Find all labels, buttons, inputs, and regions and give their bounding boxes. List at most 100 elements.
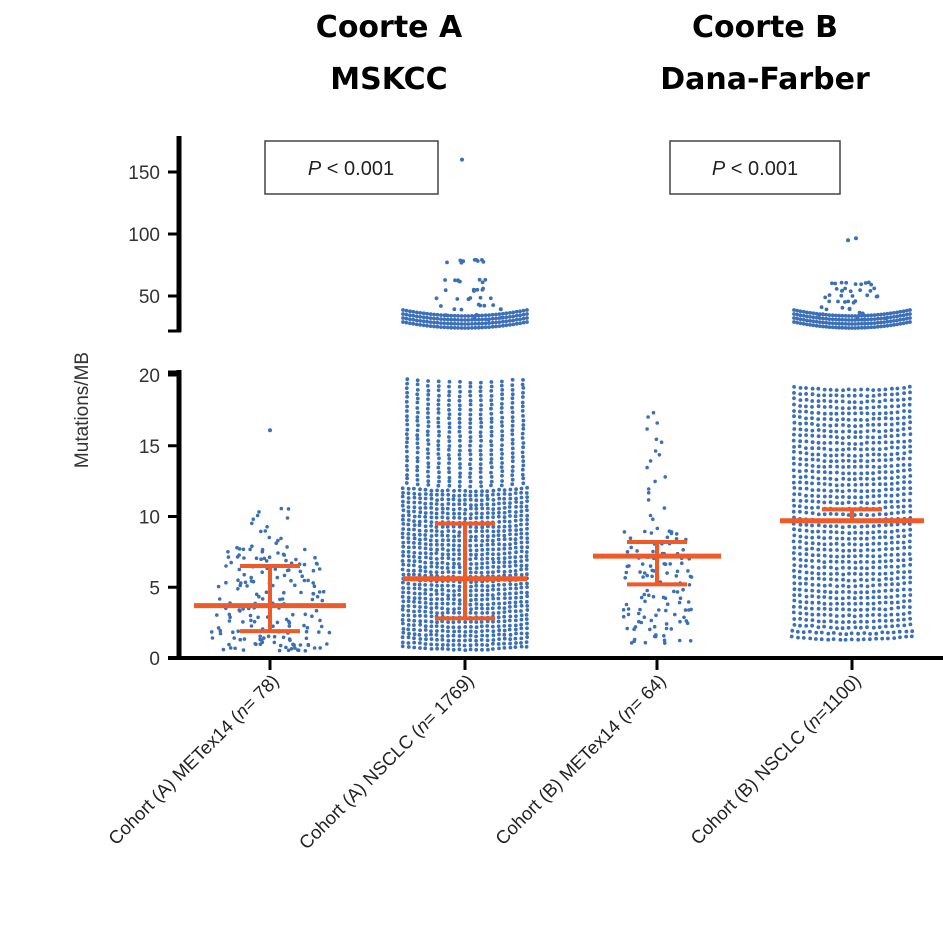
- point-cat1: [446, 643, 450, 647]
- point-cat3: [895, 398, 900, 402]
- point-cat3: [829, 577, 833, 582]
- point-cat1: [457, 570, 462, 575]
- point-cat3: [834, 614, 839, 618]
- point-cat3-upper: [805, 322, 809, 327]
- point-cat0: [249, 575, 253, 580]
- point-cat1: [429, 560, 434, 565]
- point-cat1: [491, 560, 496, 565]
- point-cat1: [446, 492, 451, 497]
- point-cat1: [458, 448, 462, 453]
- point-cat3-outlier: [868, 289, 873, 293]
- point-cat1: [457, 606, 462, 611]
- point-cat3-upper: [795, 316, 800, 321]
- point-cat1: [412, 559, 417, 564]
- point-cat1: [436, 407, 441, 411]
- point-cat1: [412, 640, 417, 645]
- point-cat3: [804, 594, 809, 599]
- point-cat3: [792, 420, 797, 425]
- point-cat1: [440, 533, 445, 538]
- point-cat1: [525, 522, 529, 526]
- point-cat1: [519, 600, 523, 604]
- point-cat1: [434, 605, 439, 610]
- point-cat1: [423, 646, 428, 651]
- point-cat1: [479, 543, 484, 548]
- point-cat3: [883, 523, 888, 527]
- point-cat1: [446, 634, 450, 638]
- point-cat2: [672, 589, 676, 594]
- point-cat1-upper: [463, 326, 467, 330]
- point-cat3: [816, 458, 821, 462]
- point-cat1: [457, 593, 462, 597]
- point-cat3: [908, 432, 913, 436]
- point-cat3: [853, 488, 857, 493]
- point-cat1: [412, 554, 416, 559]
- point-cat3: [791, 468, 796, 473]
- point-cat3: [828, 387, 833, 392]
- point-cat1: [500, 392, 504, 397]
- point-cat1-upper: [476, 325, 481, 330]
- point-cat1: [446, 570, 451, 574]
- point-cat1: [514, 487, 518, 492]
- point-cat3: [890, 404, 894, 409]
- point-cat1: [489, 420, 494, 424]
- point-cat1: [429, 624, 434, 629]
- point-cat2: [677, 638, 682, 643]
- point-cat1: [469, 562, 473, 566]
- point-cat1: [423, 537, 428, 541]
- point-cat3: [792, 486, 797, 490]
- point-cat1: [485, 638, 490, 643]
- point-cat1: [406, 635, 411, 640]
- point-cat1: [412, 509, 416, 514]
- point-cat1: [474, 602, 479, 606]
- point-cat1: [401, 627, 406, 631]
- point-cat3: [798, 404, 802, 408]
- point-cat3: [858, 476, 863, 481]
- point-cat0: [229, 560, 233, 565]
- point-cat1: [525, 545, 530, 550]
- point-cat3-upper: [866, 317, 870, 322]
- point-cat1: [457, 543, 462, 548]
- point-cat1-upper: [425, 311, 429, 316]
- point-cat1: [508, 492, 512, 497]
- point-cat3-upper: [892, 311, 896, 315]
- point-cat3: [871, 524, 876, 529]
- point-cat3: [804, 499, 809, 503]
- point-cat2: [642, 615, 647, 619]
- point-cat1: [519, 609, 523, 613]
- point-cat1: [404, 444, 409, 449]
- point-cat3: [878, 482, 882, 487]
- point-cat1: [462, 511, 467, 516]
- point-cat1-upper: [487, 321, 491, 325]
- point-cat2: [635, 549, 639, 553]
- point-cat1: [429, 542, 433, 547]
- point-cat1: [474, 638, 478, 643]
- point-cat1-upper: [459, 322, 464, 326]
- point-cat1-upper: [525, 320, 529, 324]
- point-cat2: [628, 536, 633, 540]
- point-cat3: [908, 390, 912, 395]
- point-cat1: [426, 420, 431, 424]
- point-cat1: [468, 629, 473, 634]
- point-cat3: [865, 501, 869, 506]
- point-cat3: [816, 529, 820, 534]
- point-cat1: [508, 487, 513, 492]
- point-cat1: [489, 470, 493, 475]
- point-cat3: [877, 470, 882, 474]
- point-cat1: [468, 462, 472, 467]
- point-cat1-upper: [439, 325, 443, 329]
- point-cat1: [510, 419, 515, 423]
- point-cat3: [810, 623, 814, 628]
- point-cat1: [485, 515, 490, 520]
- point-cat1: [502, 582, 507, 587]
- point-cat3: [874, 631, 879, 636]
- point-cat1: [468, 524, 473, 529]
- point-cat3: [889, 606, 894, 611]
- point-cat1: [519, 486, 524, 491]
- point-cat3: [871, 447, 875, 451]
- point-cat3: [871, 536, 876, 540]
- point-cat3-upper: [882, 324, 887, 328]
- point-cat1: [429, 528, 434, 533]
- point-cat3: [816, 452, 821, 457]
- point-cat1: [435, 542, 439, 547]
- point-cat1: [508, 591, 512, 596]
